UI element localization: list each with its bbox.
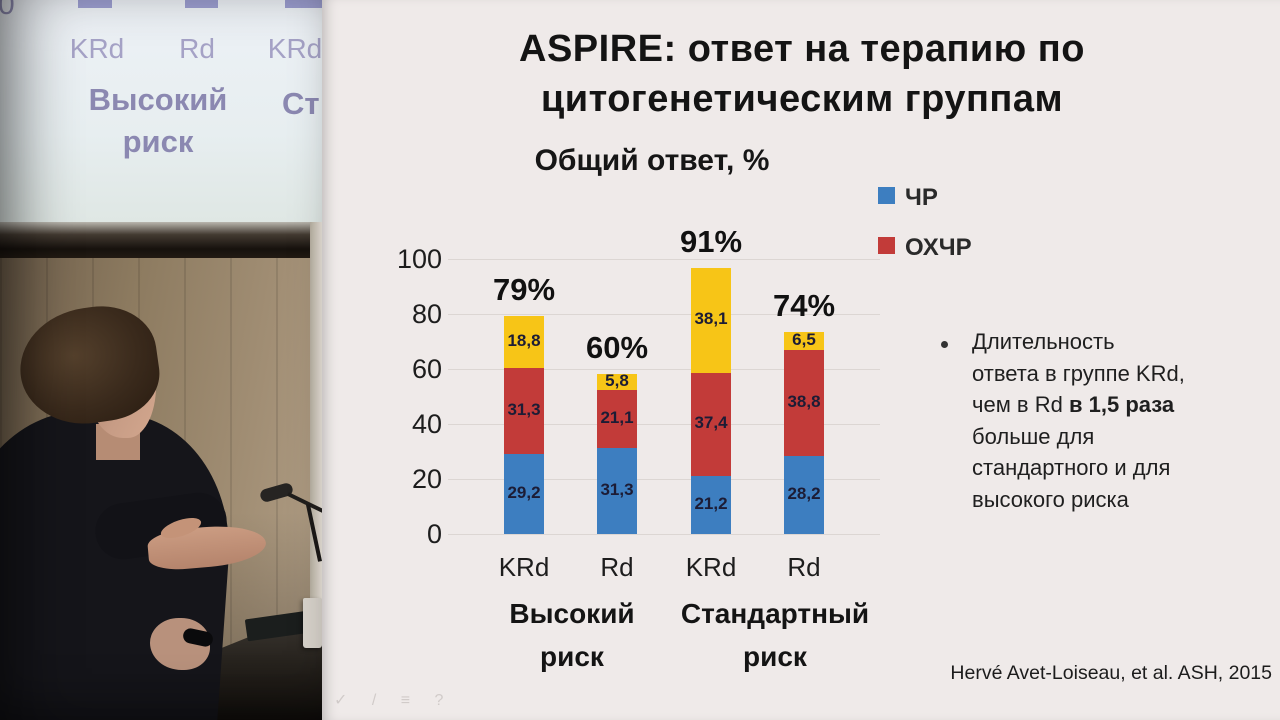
- bar-segment: 29,2: [504, 453, 544, 534]
- x-tick-label: Rd: [600, 552, 634, 582]
- x-group-label-line: риск: [540, 641, 604, 672]
- projected-bar-label: KRd: [267, 33, 322, 64]
- total-label: 74%: [772, 287, 836, 323]
- bar-segment: 28,2: [784, 456, 824, 534]
- gridline: [448, 259, 880, 260]
- projected-bar-stub: [285, 0, 322, 8]
- x-group-label-line: Высокий: [509, 598, 635, 629]
- y-tick-label: 100: [396, 244, 442, 274]
- gridline: [448, 424, 880, 425]
- projected-bar-stub: [185, 0, 218, 8]
- x-group-label-line: Стандартный: [680, 598, 870, 629]
- bar-segment: 5,8: [597, 371, 637, 390]
- projected-group-label: Высокий: [88, 82, 228, 117]
- gridline: [448, 534, 880, 535]
- x-group-label-line: риск: [743, 641, 807, 672]
- bullet-line: чем в Rd в 1,5 раза: [972, 389, 1262, 421]
- x-tick-label: KRd: [685, 552, 737, 582]
- bullet-line: больше для: [972, 423, 1095, 449]
- watermark-glyphs: ✓ / ≡ ?: [334, 692, 454, 709]
- slide-title-line1: ASPIRE: ответ на терапию по: [519, 28, 1085, 70]
- gridline: [448, 369, 880, 370]
- lecture-hall-photo: 0 KRd Rd KRd Высокий риск Ст: [0, 0, 322, 720]
- legend-swatch-blue: [878, 187, 895, 204]
- projected-bar-label: KRd: [69, 33, 125, 64]
- segment-value-label: 6,5: [792, 329, 816, 349]
- x-tick-label: KRd: [498, 552, 550, 582]
- segment-value-label: 21,1: [600, 407, 634, 427]
- legend-label: ОХЧР: [905, 234, 972, 261]
- bullet-point-dot: [941, 341, 948, 348]
- gridline: [448, 479, 880, 480]
- total-label: 60%: [585, 329, 649, 365]
- screen-bottom-edge: [0, 222, 322, 258]
- x-group-label: Высокий риск: [452, 592, 692, 678]
- segment-value-label: 31,3: [600, 479, 634, 499]
- presentation-slide: ASPIRE: ответ на терапию по цитогенетиче…: [322, 0, 1280, 720]
- slide-title: ASPIRE: ответ на терапию по цитогенетиче…: [382, 24, 1222, 124]
- bar-segment: 21,2: [691, 475, 731, 534]
- segment-value-label: 21,2: [694, 493, 728, 513]
- chart-title: Общий ответ, %: [534, 144, 770, 177]
- segment-value-label: 5,8: [605, 370, 629, 390]
- projected-group-label-partial: Ст: [282, 86, 320, 121]
- bullet-note: Длительность ответа в группе KRd, чем в …: [972, 326, 1262, 515]
- y-tick-label: 40: [411, 409, 442, 439]
- x-tick-label: Rd: [787, 552, 821, 582]
- segment-value-label: 31,3: [507, 399, 541, 419]
- x-group-label: Стандартный риск: [655, 592, 895, 678]
- bar-segment: 37,4: [691, 372, 731, 476]
- citation: Hervé Avet-Loiseau, et al. ASH, 2015: [950, 662, 1272, 684]
- bullet-line: стандартного и для: [972, 455, 1171, 480]
- gridline: [448, 314, 880, 315]
- bar-segment: 18,8: [504, 315, 544, 368]
- segment-value-label: 38,8: [787, 392, 821, 412]
- projected-bar-label: Rd: [179, 33, 215, 64]
- y-tick-label: 80: [411, 299, 442, 329]
- bar-segment: 31,3: [597, 447, 637, 534]
- screen-edge-strip: [310, 222, 322, 720]
- segment-value-label: 18,8: [507, 330, 541, 350]
- projected-bar-stub: [78, 0, 112, 8]
- bullet-line: Длительность: [972, 329, 1115, 354]
- bar-segment: 21,1: [597, 389, 637, 448]
- bullet-line: ответа в группе KRd,: [972, 360, 1185, 386]
- y-tick-label: 20: [411, 464, 442, 494]
- bar-segment: 38,1: [691, 268, 731, 373]
- projection-screen: 0 KRd Rd KRd Высокий риск Ст: [0, 0, 322, 222]
- bullet-line: высокого риска: [972, 486, 1129, 512]
- legend-label: ЧР: [905, 184, 938, 211]
- total-label: 91%: [679, 224, 743, 260]
- total-label: 79%: [492, 271, 556, 307]
- bullet-line-normal: чем в Rd: [972, 392, 1069, 417]
- projected-group-label: риск: [122, 124, 194, 159]
- segment-value-label: 37,4: [694, 413, 728, 433]
- stacked-bar-chart: 0 20 40 60 80 100 29,2 31,3 18,8 79% KRd 31,3 21,1 5,…: [322, 0, 1280, 720]
- projected-y-tick: 0: [0, 0, 15, 21]
- bar-segment: 31,3: [504, 367, 544, 454]
- segment-value-label: 29,2: [507, 482, 541, 502]
- white-cup: [303, 598, 322, 648]
- slide-title-line2: цитогенетическим группам: [540, 78, 1064, 120]
- bullet-line-bold: в 1,5 раза: [1068, 392, 1175, 417]
- y-tick-label: 60: [411, 354, 442, 384]
- y-tick-label: 0: [426, 519, 442, 549]
- segment-value-label: 38,1: [694, 309, 728, 329]
- legend-swatch-red: [878, 237, 895, 254]
- bar-segment: 38,8: [784, 349, 824, 457]
- bar-segment: 6,5: [784, 330, 824, 350]
- segment-value-label: 28,2: [787, 484, 821, 504]
